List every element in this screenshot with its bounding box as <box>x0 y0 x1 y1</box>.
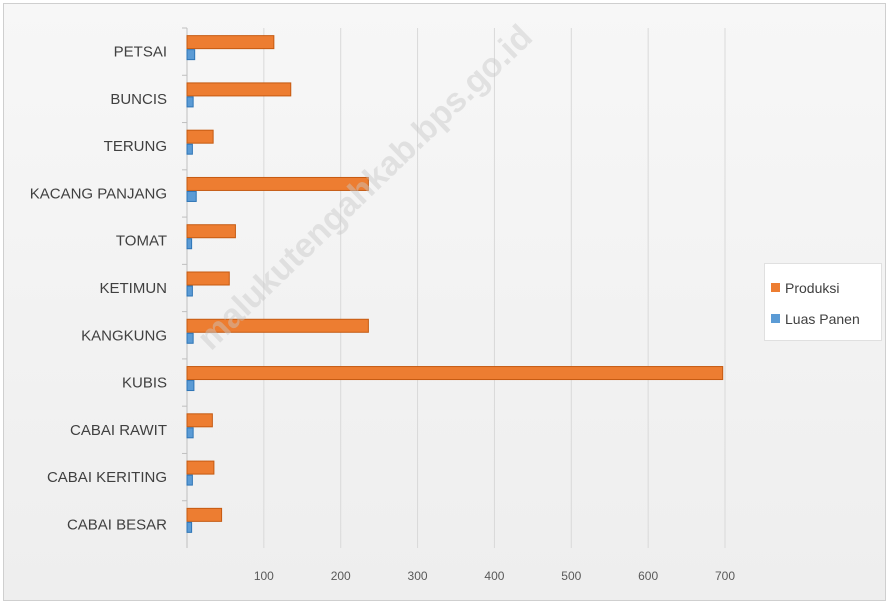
category-label-tomat: TOMAT <box>116 233 167 250</box>
category-label-buncis: BUNCIS <box>110 91 167 108</box>
x-tick-label-300: 300 <box>408 569 428 583</box>
bar-luas-panen-cabai-rawit <box>186 427 194 439</box>
bar-produksi-terung <box>186 129 214 144</box>
bar-luas-panen-ketimun <box>186 285 193 297</box>
bar-produksi-cabai-keriting <box>186 460 215 475</box>
category-label-kubis: KUBIS <box>122 375 167 392</box>
bar-luas-panen-cabai-besar <box>186 521 193 533</box>
category-label-ketimun: KETIMUN <box>100 280 168 297</box>
category-label-petsai: PETSAI <box>114 44 167 61</box>
bar-luas-panen-tomat <box>186 238 193 250</box>
bar-luas-panen-kangkung <box>186 332 194 344</box>
x-tick-label-100: 100 <box>254 569 274 583</box>
bar-luas-panen-kacang-panjang <box>186 190 197 202</box>
bar-produksi-cabai-rawit <box>186 413 213 428</box>
bar-produksi-cabai-besar <box>186 507 223 522</box>
bar-produksi-tomat <box>186 224 236 239</box>
bar-produksi-kangkung <box>186 318 369 333</box>
category-label-cabai-keriting: CABAI KERITING <box>47 469 167 486</box>
legend-label-luas-panen: Luas Panen <box>785 310 860 327</box>
chart-legend: Produksi Luas Panen <box>764 263 882 341</box>
legend-item-luas-panen: Luas Panen <box>771 303 875 334</box>
legend-swatch-luas-panen <box>771 314 780 323</box>
bar-luas-panen-buncis <box>186 96 194 108</box>
chart-frame <box>3 3 886 601</box>
bar-luas-panen-kubis <box>186 380 195 392</box>
bar-produksi-buncis <box>186 82 292 97</box>
x-tick-label-600: 600 <box>638 569 658 583</box>
x-tick-label-400: 400 <box>484 569 504 583</box>
category-label-kangkung: KANGKUNG <box>81 327 167 344</box>
x-tick-label-700: 700 <box>715 569 735 583</box>
legend-swatch-produksi <box>771 283 780 292</box>
category-label-cabai-rawit: CABAI RAWIT <box>70 422 167 439</box>
category-label-terung: TERUNG <box>104 138 167 155</box>
category-label-kacang-panjang: KACANG PANJANG <box>30 185 167 202</box>
bar-luas-panen-cabai-keriting <box>186 474 193 486</box>
legend-label-produksi: Produksi <box>785 279 840 296</box>
x-tick-label-200: 200 <box>331 569 351 583</box>
legend-item-produksi: Produksi <box>771 272 875 303</box>
bar-produksi-ketimun <box>186 271 230 286</box>
bar-produksi-kubis <box>186 366 724 381</box>
bar-luas-panen-petsai <box>186 49 196 61</box>
bar-luas-panen-terung <box>186 143 193 155</box>
bar-produksi-petsai <box>186 35 275 50</box>
x-tick-label-500: 500 <box>561 569 581 583</box>
bar-produksi-kacang-panjang <box>186 176 369 191</box>
category-label-cabai-besar: CABAI BESAR <box>67 516 167 533</box>
